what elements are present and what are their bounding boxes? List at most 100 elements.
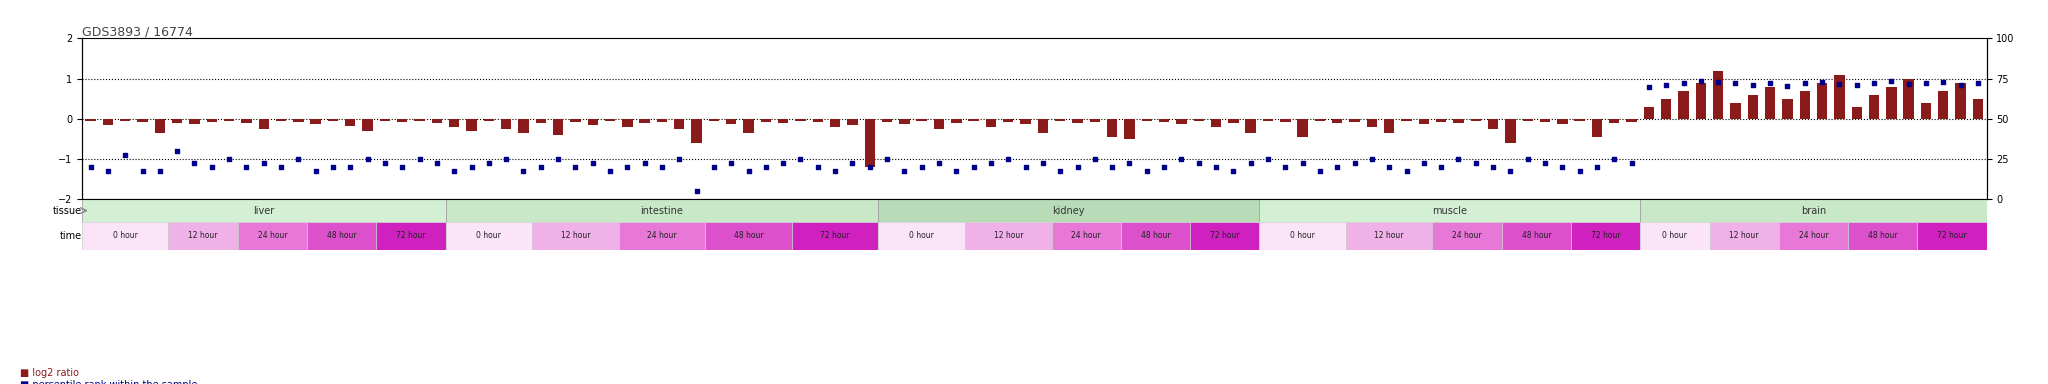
Bar bbox=[813, 119, 823, 122]
Point bbox=[610, 164, 643, 170]
Bar bbox=[1921, 103, 1931, 119]
Point bbox=[836, 160, 868, 166]
Bar bbox=[102, 119, 113, 125]
Point bbox=[1217, 168, 1249, 174]
Point bbox=[283, 156, 315, 162]
Bar bbox=[674, 119, 684, 129]
Text: 48 hour: 48 hour bbox=[1868, 231, 1898, 240]
Point bbox=[489, 156, 522, 162]
Point bbox=[385, 164, 418, 170]
Bar bbox=[1782, 99, 1792, 119]
Bar bbox=[1436, 119, 1446, 122]
Bar bbox=[1972, 99, 1982, 119]
Text: 48 hour: 48 hour bbox=[1141, 231, 1169, 240]
Bar bbox=[1522, 119, 1532, 121]
FancyBboxPatch shape bbox=[879, 199, 1260, 222]
Bar bbox=[709, 119, 719, 121]
Bar bbox=[692, 119, 702, 143]
Text: 72 hour: 72 hour bbox=[395, 231, 426, 240]
Bar bbox=[1264, 119, 1274, 121]
FancyBboxPatch shape bbox=[82, 199, 446, 222]
Bar bbox=[121, 119, 131, 121]
Point bbox=[1391, 168, 1423, 174]
FancyBboxPatch shape bbox=[793, 222, 879, 250]
Point bbox=[508, 168, 541, 174]
Text: 24 hour: 24 hour bbox=[1071, 231, 1102, 240]
Bar bbox=[1696, 83, 1706, 119]
Bar bbox=[86, 119, 96, 121]
Point bbox=[1270, 164, 1303, 170]
Bar bbox=[883, 119, 893, 122]
Point bbox=[1772, 83, 1804, 89]
Bar bbox=[502, 119, 512, 129]
Bar bbox=[1626, 119, 1636, 122]
FancyBboxPatch shape bbox=[618, 222, 705, 250]
Point bbox=[1702, 79, 1735, 85]
Text: tissue: tissue bbox=[53, 205, 82, 215]
Bar bbox=[1645, 107, 1655, 119]
Point bbox=[905, 164, 938, 170]
Bar bbox=[1194, 119, 1204, 121]
Bar bbox=[918, 119, 928, 121]
Point bbox=[352, 156, 385, 162]
Text: 72 hour: 72 hour bbox=[1591, 231, 1620, 240]
Bar bbox=[795, 119, 805, 121]
Bar bbox=[1679, 91, 1690, 119]
Bar bbox=[1712, 71, 1722, 119]
Point bbox=[264, 164, 297, 170]
Point bbox=[1563, 168, 1595, 174]
Bar bbox=[311, 119, 322, 124]
Bar bbox=[449, 119, 459, 127]
Point bbox=[1876, 78, 1909, 84]
FancyBboxPatch shape bbox=[1917, 222, 1987, 250]
FancyBboxPatch shape bbox=[1501, 222, 1571, 250]
Point bbox=[127, 168, 160, 174]
Point bbox=[1460, 160, 1493, 166]
Point bbox=[1927, 79, 1960, 85]
Text: 12 hour: 12 hour bbox=[1729, 231, 1759, 240]
Bar bbox=[1591, 119, 1602, 137]
Bar bbox=[743, 119, 754, 133]
Bar bbox=[1765, 87, 1776, 119]
Text: liver: liver bbox=[254, 205, 274, 215]
Bar bbox=[346, 119, 356, 126]
Point bbox=[1251, 156, 1284, 162]
Point bbox=[664, 156, 696, 162]
Bar bbox=[1800, 91, 1810, 119]
FancyBboxPatch shape bbox=[446, 222, 532, 250]
Point bbox=[715, 160, 748, 166]
Bar bbox=[829, 119, 840, 127]
Bar bbox=[172, 119, 182, 123]
Point bbox=[750, 164, 782, 170]
Bar bbox=[1956, 83, 1966, 119]
Point bbox=[1321, 164, 1354, 170]
Text: 48 hour: 48 hour bbox=[328, 231, 356, 240]
Point bbox=[1581, 164, 1614, 170]
Point bbox=[74, 164, 106, 170]
Bar bbox=[362, 119, 373, 131]
Bar bbox=[1176, 119, 1186, 124]
Point bbox=[1165, 156, 1198, 162]
Bar bbox=[588, 119, 598, 125]
Point bbox=[369, 160, 401, 166]
Point bbox=[1683, 78, 1716, 84]
Point bbox=[975, 160, 1008, 166]
Bar bbox=[1505, 119, 1516, 143]
Point bbox=[784, 156, 817, 162]
Bar bbox=[1419, 119, 1430, 124]
Point bbox=[766, 160, 799, 166]
Point bbox=[629, 160, 662, 166]
Bar bbox=[1575, 119, 1585, 121]
Point bbox=[160, 148, 193, 154]
Point bbox=[248, 160, 281, 166]
FancyBboxPatch shape bbox=[1571, 222, 1640, 250]
Point bbox=[473, 160, 506, 166]
Point bbox=[1546, 164, 1579, 170]
Point bbox=[1477, 164, 1509, 170]
FancyBboxPatch shape bbox=[532, 222, 618, 250]
Bar bbox=[242, 119, 252, 123]
Bar bbox=[379, 119, 389, 121]
Point bbox=[575, 160, 608, 166]
Bar bbox=[639, 119, 649, 123]
Point bbox=[299, 168, 332, 174]
